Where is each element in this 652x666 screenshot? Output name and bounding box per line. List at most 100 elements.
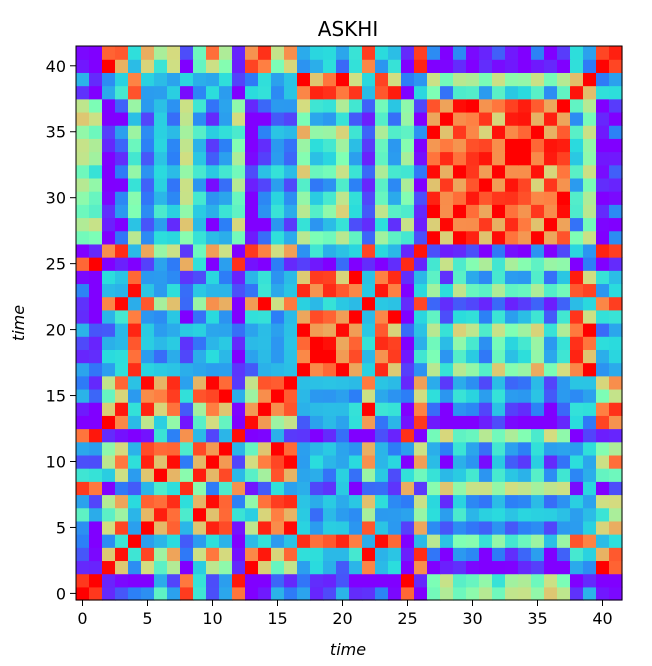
heatmap-cell bbox=[362, 468, 376, 482]
heatmap-cell bbox=[557, 388, 571, 403]
heatmap-cell bbox=[362, 534, 376, 548]
heatmap-cell bbox=[284, 204, 298, 219]
heatmap-cell bbox=[76, 560, 90, 575]
heatmap-cell bbox=[570, 336, 584, 350]
heatmap-cell bbox=[180, 573, 194, 588]
heatmap-cell bbox=[141, 534, 155, 548]
heatmap-cell bbox=[518, 59, 532, 73]
heatmap-cell bbox=[323, 296, 337, 311]
heatmap-cell bbox=[167, 494, 181, 509]
heatmap-cell bbox=[518, 573, 532, 588]
heatmap-cell bbox=[453, 388, 467, 403]
heatmap-cell bbox=[206, 217, 220, 232]
heatmap-cell bbox=[310, 494, 324, 509]
heatmap-cell bbox=[453, 375, 467, 390]
heatmap-cell bbox=[349, 217, 363, 232]
heatmap-cell bbox=[388, 388, 402, 403]
heatmap-cell bbox=[154, 177, 168, 192]
heatmap-cell bbox=[336, 388, 350, 403]
heatmap-cell bbox=[375, 362, 389, 377]
heatmap-cell bbox=[219, 573, 233, 588]
heatmap-cell bbox=[297, 177, 311, 192]
heatmap-cell bbox=[544, 349, 558, 364]
heatmap-cell bbox=[505, 125, 519, 139]
heatmap-cell bbox=[583, 257, 597, 271]
heatmap-cell bbox=[206, 375, 220, 390]
heatmap-cell bbox=[492, 217, 506, 232]
heatmap-cell bbox=[531, 125, 545, 139]
heatmap-cell bbox=[492, 151, 506, 166]
heatmap-cell bbox=[401, 46, 415, 60]
heatmap-cell bbox=[180, 349, 194, 364]
heatmap-cell bbox=[167, 309, 181, 324]
heatmap-cell bbox=[284, 402, 298, 416]
heatmap-cell bbox=[336, 72, 350, 87]
heatmap-cell bbox=[531, 362, 545, 377]
heatmap-cell bbox=[219, 257, 233, 271]
heatmap-cell bbox=[349, 362, 363, 377]
heatmap-cell bbox=[245, 534, 259, 548]
heatmap-cell bbox=[284, 111, 298, 126]
heatmap-cell bbox=[531, 560, 545, 575]
heatmap-cell bbox=[375, 191, 389, 205]
heatmap-cell bbox=[258, 191, 272, 205]
heatmap-cell bbox=[297, 402, 311, 416]
heatmap-cell bbox=[141, 204, 155, 219]
heatmap-cell bbox=[115, 217, 129, 232]
heatmap-cell bbox=[180, 217, 194, 232]
heatmap-cell bbox=[167, 296, 181, 311]
heatmap-cell bbox=[388, 164, 402, 179]
heatmap-cell bbox=[557, 309, 571, 324]
heatmap-cell bbox=[297, 573, 311, 588]
heatmap-cell bbox=[154, 191, 168, 205]
heatmap-cell bbox=[531, 164, 545, 179]
heatmap-cell bbox=[232, 481, 246, 496]
heatmap-cell bbox=[414, 507, 428, 522]
heatmap-cell bbox=[518, 217, 532, 232]
heatmap-cell bbox=[375, 85, 389, 100]
heatmap-cell bbox=[206, 415, 220, 430]
heatmap-cell bbox=[362, 454, 376, 469]
heatmap-cell bbox=[440, 164, 454, 179]
heatmap-cell bbox=[271, 586, 285, 601]
heatmap-cell bbox=[180, 362, 194, 377]
heatmap-cell bbox=[310, 230, 324, 245]
heatmap-cell bbox=[440, 402, 454, 416]
heatmap-cell bbox=[583, 138, 597, 153]
heatmap-cell bbox=[427, 336, 441, 350]
heatmap-cell bbox=[479, 191, 493, 205]
heatmap-cell bbox=[609, 111, 623, 126]
heatmap-cell bbox=[206, 402, 220, 416]
heatmap-cell bbox=[401, 441, 415, 456]
heatmap-cell bbox=[232, 257, 246, 271]
heatmap-cell bbox=[167, 468, 181, 482]
heatmap-cell bbox=[349, 111, 363, 126]
heatmap-cell bbox=[453, 72, 467, 87]
heatmap-cell bbox=[414, 573, 428, 588]
heatmap-cell bbox=[76, 138, 90, 153]
heatmap-cell bbox=[453, 349, 467, 364]
heatmap-cell bbox=[284, 72, 298, 87]
heatmap-cell bbox=[141, 309, 155, 324]
heatmap-cell bbox=[193, 349, 207, 364]
heatmap-cell bbox=[583, 375, 597, 390]
heatmap-cell bbox=[609, 85, 623, 100]
heatmap-cell bbox=[427, 573, 441, 588]
heatmap-cell bbox=[557, 283, 571, 298]
heatmap-cell bbox=[440, 243, 454, 258]
heatmap-cell bbox=[531, 296, 545, 311]
heatmap-cell bbox=[245, 362, 259, 377]
heatmap-cell bbox=[609, 428, 623, 443]
heatmap-cell bbox=[154, 151, 168, 166]
heatmap-cell bbox=[297, 336, 311, 350]
heatmap-cell bbox=[128, 560, 142, 575]
heatmap-cell bbox=[414, 481, 428, 496]
heatmap-cell bbox=[245, 46, 259, 60]
heatmap-cell bbox=[258, 323, 272, 337]
heatmap-cell bbox=[219, 507, 233, 522]
heatmap-cell bbox=[349, 481, 363, 496]
heatmap-cell bbox=[570, 138, 584, 153]
heatmap-cell bbox=[284, 296, 298, 311]
heatmap-cell bbox=[193, 138, 207, 153]
heatmap-cell bbox=[362, 547, 376, 562]
